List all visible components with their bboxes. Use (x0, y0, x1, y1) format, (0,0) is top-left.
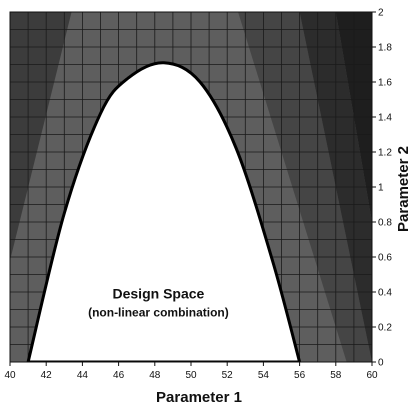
y-tick-label: 0.6 (378, 253, 392, 264)
y-tick-label: 1.8 (378, 43, 392, 54)
y-tick-label: 1.2 (378, 148, 392, 159)
y-tick-label: 0.8 (378, 218, 392, 229)
shaded-region-1 (10, 12, 72, 261)
y-tick-label: 2 (378, 8, 384, 19)
design-space-sublabel: (non-linear combination) (88, 306, 229, 320)
x-tick-label: 50 (185, 370, 197, 381)
plot-area (10, 12, 372, 362)
y-tick-label: 0 (378, 358, 384, 369)
y-tick-label: 1 (378, 183, 384, 194)
x-tick-label: 48 (149, 370, 161, 381)
x-tick-label: 46 (113, 370, 125, 381)
x-tick-label: 56 (294, 370, 306, 381)
design-space-label: Design Space (113, 286, 205, 302)
x-tick-label: 42 (41, 370, 53, 381)
y-tick-label: 0.2 (378, 323, 392, 334)
y-tick-label: 0.4 (378, 288, 392, 299)
y-tick-label: 1.4 (378, 113, 392, 124)
x-tick-label: 40 (4, 370, 16, 381)
x-tick-label: 44 (77, 370, 89, 381)
x-axis-ticks: 40 42 44 46 48 50 52 54 56 58 60 (4, 362, 378, 381)
design-space-region (26, 61, 302, 362)
x-axis-title: Parameter 1 (156, 389, 242, 406)
x-tick-label: 58 (330, 370, 342, 381)
y-axis-ticks: 0 0.2 0.4 0.6 0.8 1 1.2 1.4 1.6 1.8 2 (372, 8, 392, 369)
x-tick-label: 60 (366, 370, 378, 381)
y-axis-title: Parameter 2 (395, 146, 412, 232)
y-tick-label: 1.6 (378, 78, 392, 89)
x-tick-label: 52 (222, 370, 234, 381)
x-tick-label: 54 (258, 370, 270, 381)
